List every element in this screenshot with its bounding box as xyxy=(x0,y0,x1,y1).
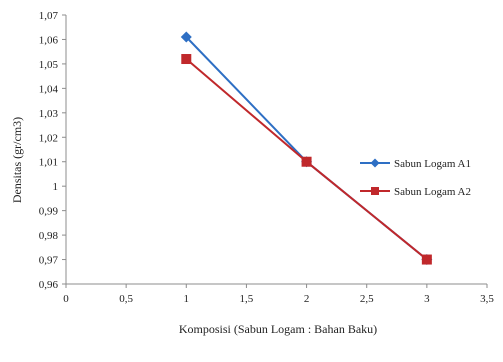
x-axis-title: Komposisi (Sabun Logam : Bahan Baku) xyxy=(179,322,377,336)
series-line xyxy=(185,36,428,261)
y-tick-label: 1,07 xyxy=(39,10,59,22)
x-tick-label: 2,5 xyxy=(360,293,374,305)
series-1 xyxy=(180,31,433,266)
legend-label: Sabun Logam A1 xyxy=(394,158,471,170)
y-tick-label: 0,98 xyxy=(39,230,59,242)
y-tick-label: 0,97 xyxy=(39,255,59,267)
legend-label: Sabun Logam A2 xyxy=(394,186,471,198)
data-point xyxy=(180,31,192,43)
series-layer xyxy=(180,31,433,266)
legend-marker xyxy=(370,158,380,168)
legend-item: Sabun Logam A1 xyxy=(360,158,471,170)
series-2 xyxy=(181,54,432,265)
x-tick-label: 0 xyxy=(63,293,69,305)
y-axis-title: Densitas (gr/cm3) xyxy=(10,117,24,203)
y-tick-label: 1 xyxy=(53,181,59,193)
data-point xyxy=(301,156,312,167)
x-tick-label: 2 xyxy=(304,293,310,305)
legend-item: Sabun Logam A2 xyxy=(360,186,471,198)
y-tick-label: 1,06 xyxy=(39,34,59,46)
y-tick-label: 0,96 xyxy=(39,279,59,291)
x-tick-label: 1,5 xyxy=(240,293,254,305)
y-tick-label: 1,05 xyxy=(39,59,59,71)
x-tick-label: 0,5 xyxy=(119,293,133,305)
legend-marker xyxy=(371,187,379,195)
data-point xyxy=(181,54,192,65)
legend: Sabun Logam A1 Sabun Logam A2 xyxy=(360,158,471,198)
y-tick-label: 1,01 xyxy=(39,157,58,169)
axes: 0 0,5 1 1,5 2 2,5 3 3,5 0,96 0,97 0,98 0,99 1 1,01 1,0… xyxy=(39,10,495,305)
x-tick-label: 1 xyxy=(184,293,190,305)
x-tick-label: 3 xyxy=(424,293,430,305)
y-tick-label: 1,04 xyxy=(39,83,59,95)
y-tick-label: 1,02 xyxy=(39,132,58,144)
x-tick-label: 3,5 xyxy=(480,293,494,305)
data-point xyxy=(421,254,432,265)
y-tick-label: 0,99 xyxy=(39,206,59,218)
y-tick-label: 1,03 xyxy=(39,108,59,120)
